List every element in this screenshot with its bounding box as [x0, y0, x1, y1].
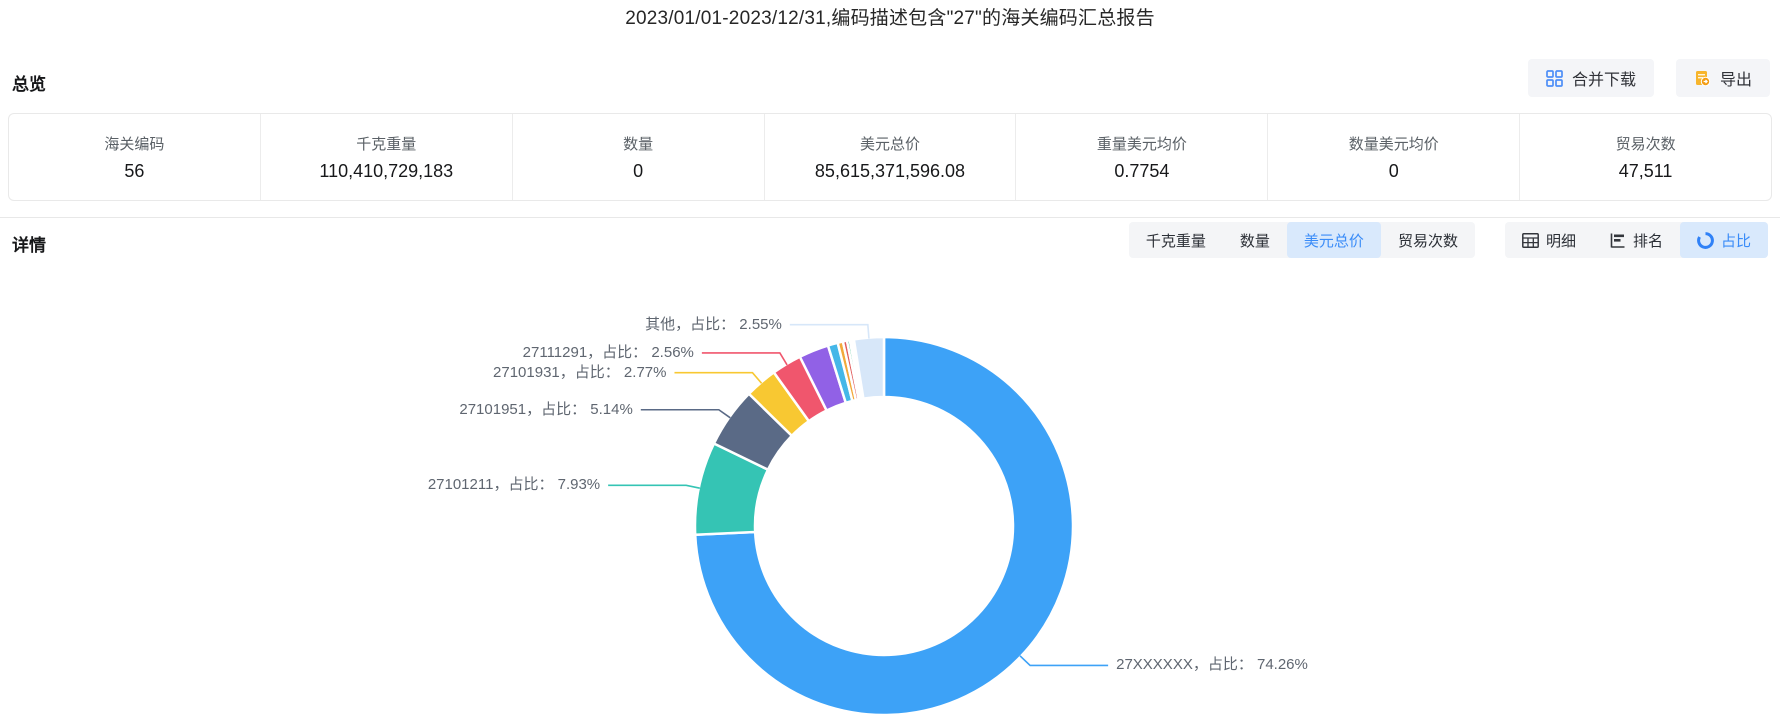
tab-ranking-view[interactable]: 排名 — [1593, 222, 1680, 258]
export-icon — [1694, 70, 1711, 87]
overview-stats-card: 海关编码 56 千克重量 110,410,729,183 数量 0 美元总价 8… — [8, 113, 1772, 201]
stat-value: 0 — [633, 160, 644, 181]
stat-label: 美元总价 — [860, 135, 921, 153]
tab-kg-weight[interactable]: 千克重量 — [1145, 232, 1206, 250]
pie-callout-27101931: 27101931，占比： 2.77% — [493, 363, 667, 381]
tab-proportion-view[interactable]: 占比 — [1679, 222, 1768, 258]
stat-label: 数量美元均价 — [1348, 135, 1439, 153]
stat-usd-total: 美元总价 85,615,371,596.08 — [763, 114, 1016, 200]
view-tab-group: 明细 排名 占比 — [1504, 222, 1768, 258]
pie-callout-27101951: 27101951，占比： 5.14% — [459, 400, 633, 418]
stat-value: 47,511 — [1618, 160, 1673, 181]
detail-heading: 详情 — [12, 236, 46, 255]
stat-value: 110,410,729,183 — [319, 160, 454, 181]
merge-download-label: 合并下载 — [1571, 72, 1636, 89]
tab-details-view[interactable]: 明细 — [1505, 222, 1593, 258]
table-icon — [1522, 232, 1539, 248]
page-title: 2023/01/01-2023/12/31,编码描述包含"27"的海关编码汇总报… — [625, 8, 1155, 29]
stat-customs-code: 海关编码 56 — [9, 114, 260, 200]
stat-value: 0.7754 — [1114, 160, 1170, 181]
metric-tab-group: 千克重量 数量 美元总价 贸易次数 — [1128, 222, 1475, 258]
tab-proportion-label: 占比 — [1720, 232, 1751, 250]
section-divider — [0, 217, 1780, 218]
pie-callout-其他: 其他，占比： 2.55% — [645, 315, 782, 333]
stat-value: 56 — [124, 160, 145, 181]
pie-label-line — [674, 371, 763, 384]
stat-usd-per-qty: 数量美元均价 0 — [1267, 114, 1519, 200]
tab-trade-count[interactable]: 贸易次数 — [1397, 232, 1458, 250]
overview-heading: 总览 — [12, 75, 46, 94]
stat-label: 重量美元均价 — [1096, 135, 1187, 153]
stat-label: 海关编码 — [104, 135, 165, 153]
export-button[interactable]: 导出 — [1675, 59, 1770, 97]
pie-label-line — [701, 352, 788, 366]
stat-quantity: 数量 0 — [511, 114, 764, 200]
stat-usd-per-weight: 重量美元均价 0.7754 — [1015, 114, 1267, 200]
pie-callout-27101211: 27101211，占比： 7.93% — [427, 476, 601, 494]
tab-details-label: 明细 — [1545, 232, 1576, 250]
proportion-donut-chart: 27XXXXXX，占比： 74.26% 27101211，占比： 7.93% 271… — [0, 260, 1780, 717]
pie-sector-其他[interactable] — [852, 335, 886, 400]
ranking-icon — [1610, 233, 1626, 248]
pie-sector-27XXXXXX[interactable] — [693, 335, 1075, 717]
tab-usd-total[interactable]: 美元总价 — [1286, 222, 1381, 258]
stat-label: 贸易次数 — [1615, 135, 1676, 153]
pie-label-line — [1019, 655, 1109, 667]
pie-chart-svg — [608, 323, 1109, 717]
detail-tabs-row: 千克重量 数量 美元总价 贸易次数 明细 排名 — [1128, 222, 1768, 258]
merge-download-button[interactable]: 合并下载 — [1527, 59, 1654, 97]
tab-ranking-label: 排名 — [1632, 232, 1663, 250]
pie-label-line — [608, 484, 701, 489]
stat-value: 0 — [1388, 160, 1399, 181]
toolbar: 合并下载 导出 — [1527, 59, 1770, 97]
merge-download-icon — [1546, 69, 1563, 87]
donut-icon — [1697, 231, 1714, 249]
stat-trade-count: 贸易次数 47,511 — [1519, 114, 1771, 200]
stat-label: 数量 — [623, 135, 654, 153]
stat-label: 千克重量 — [356, 135, 417, 153]
export-label: 导出 — [1719, 72, 1752, 89]
tab-quantity[interactable]: 数量 — [1239, 232, 1270, 250]
pie-callout-27XXXXXX: 27XXXXXX，占比： 74.26% — [1116, 656, 1308, 674]
stat-value: 85,615,371,596.08 — [814, 160, 966, 181]
pie-callout-27111291: 27111291，占比： 2.56% — [522, 343, 694, 361]
stat-kg-weight: 千克重量 110,410,729,183 — [259, 114, 512, 200]
pie-label-line — [789, 323, 870, 339]
pie-label-line — [640, 408, 731, 419]
